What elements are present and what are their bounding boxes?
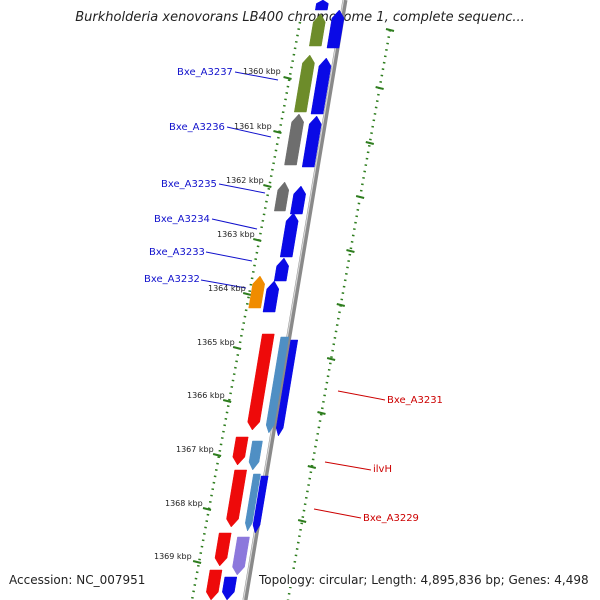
gene-arrow [206, 569, 223, 600]
kbp-label: 1364 kbp [208, 284, 246, 293]
kbp-tick [317, 411, 326, 415]
leader-bxe-a3236 [226, 126, 272, 138]
gene-arrow [310, 57, 332, 115]
kbp-tick [212, 453, 222, 457]
kbp-tick [355, 195, 365, 199]
accession-text: Accession: NC_007951 [9, 573, 146, 587]
topology-text: Topology: circular; Length: 4,895,836 bp… [259, 573, 589, 587]
gene-arrow [232, 436, 249, 466]
kbp-tick [375, 86, 384, 90]
gene-label-ilvh[interactable]: ilvH [373, 464, 392, 475]
leader-bxe-a3235 [218, 183, 266, 194]
gene-arrow [273, 257, 289, 282]
gene-arrow [232, 536, 250, 576]
kbp-tick [346, 249, 355, 253]
gene-labels: Bxe_A3237 Bxe_A3236 Bxe_A3235 Bxe_A3234 … [144, 67, 443, 524]
gene-features [206, 0, 345, 600]
gene-label-bxe-a3234[interactable]: Bxe_A3234 [154, 214, 210, 225]
gene-arrow [279, 212, 299, 258]
kbp-tick [232, 346, 242, 350]
gene-arrow [309, 13, 326, 47]
kbp-tick [253, 238, 262, 242]
kbp-label: 1365 kbp [197, 338, 235, 347]
leader-ilvh [324, 461, 372, 471]
leader-bxe-a3231 [337, 390, 386, 401]
label-leader-lines [200, 71, 386, 519]
leader-bxe-a3229 [313, 508, 362, 519]
kbp-tick [283, 76, 292, 80]
kbp-label: 1361 kbp [234, 122, 272, 131]
gene-arrow [326, 9, 345, 49]
kbp-label: 1362 kbp [226, 176, 264, 185]
leader-bxe-a3232 [200, 279, 247, 289]
kbp-tick [297, 519, 307, 523]
kbp-tick [202, 507, 212, 511]
kbp-tick [385, 28, 395, 32]
left-dotted-guide [190, 21, 302, 600]
gene-label-bxe-a3229[interactable]: Bxe_A3229 [363, 513, 419, 524]
gene-arrow [284, 113, 304, 166]
gene-arrow [247, 333, 275, 431]
gene-arrow [226, 469, 247, 528]
gene-arrow [265, 336, 290, 434]
kbp-tick [326, 357, 336, 361]
gene-arrow [262, 280, 280, 313]
gene-arrow [294, 54, 315, 113]
gene-label-bxe-a3235[interactable]: Bxe_A3235 [161, 179, 217, 190]
gene-arrow [274, 181, 290, 212]
kbp-label: 1368 kbp [165, 499, 203, 508]
kbp-label: 1367 kbp [176, 445, 214, 454]
kbp-label: 1366 kbp [187, 391, 225, 400]
kbp-tick [192, 560, 202, 564]
kbp-tick [273, 130, 282, 134]
gene-arrow [315, 0, 329, 11]
kbp-label: 1363 kbp [217, 230, 255, 239]
gene-arrow [245, 473, 261, 532]
gene-arrow [252, 475, 269, 534]
gene-arrow [275, 339, 299, 437]
gene-arrow [222, 576, 238, 600]
gene-arrow [301, 115, 322, 168]
gene-label-bxe-a3237[interactable]: Bxe_A3237 [177, 67, 233, 78]
map-title: Burkholderia xenovorans LB400 chromosome… [75, 10, 525, 25]
gene-arrow [248, 275, 265, 309]
kbp-tick [365, 141, 375, 145]
kbp-tick [336, 303, 346, 307]
gene-arrow [290, 185, 306, 215]
kbp-tick [307, 465, 317, 469]
gene-label-bxe-a3233[interactable]: Bxe_A3233 [149, 247, 205, 258]
leader-bxe-a3233 [205, 251, 253, 262]
kbp-labels: 1360 kbp 1361 kbp 1362 kbp 1363 kbp 1364… [154, 67, 281, 561]
gene-arrow [248, 440, 263, 471]
gene-label-bxe-a3231[interactable]: Bxe_A3231 [387, 395, 443, 406]
kbp-tick [242, 292, 252, 296]
kbp-tick [222, 399, 232, 403]
leader-bxe-a3237 [234, 71, 279, 81]
kbp-tick [263, 184, 272, 188]
kbp-label: 1360 kbp [243, 67, 281, 76]
gene-label-bxe-a3232[interactable]: Bxe_A3232 [144, 274, 200, 285]
kbp-label: 1369 kbp [154, 552, 192, 561]
kbp-ticks [192, 28, 395, 564]
gene-label-bxe-a3236[interactable]: Bxe_A3236 [169, 122, 225, 133]
leader-bxe-a3234 [211, 218, 258, 230]
gene-arrow [214, 532, 232, 567]
